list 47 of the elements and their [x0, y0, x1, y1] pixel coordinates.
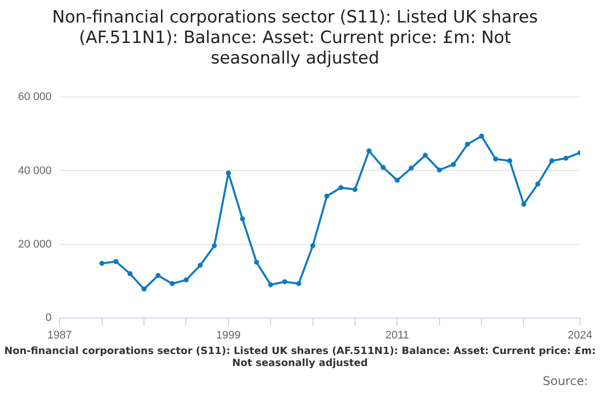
point — [254, 260, 260, 265]
text: Non-financial corporations sector (S11): Listed UK shares — [52, 8, 538, 28]
y-tick-label: 20 000 — [18, 238, 52, 250]
x-axis-title: Non-financial corporations sector (S11): Listed UK shares (AF.511N1): Balance: Asset: Current price: £m: Not seasonally adjusted — [3, 346, 597, 370]
source-note: Source: — [542, 374, 588, 388]
x-tick-label: 1999 — [216, 329, 241, 342]
point — [338, 185, 344, 190]
text: (AF.511N1): Balance: Asset: Current price: £m: Not — [79, 28, 511, 48]
text: seasonally adjusted — [210, 48, 380, 68]
point — [408, 166, 414, 171]
point — [113, 259, 118, 264]
point — [198, 262, 203, 268]
point — [170, 281, 175, 286]
point — [268, 282, 274, 288]
point — [493, 156, 498, 162]
point — [226, 170, 231, 176]
point — [450, 162, 456, 167]
point — [142, 286, 147, 292]
point — [184, 277, 189, 282]
x-tick-label: 2011 — [385, 329, 409, 342]
point — [549, 158, 554, 164]
point — [296, 281, 302, 286]
point — [563, 156, 568, 161]
point — [310, 243, 316, 248]
point — [366, 148, 372, 154]
point — [535, 181, 540, 186]
point — [156, 273, 161, 278]
y-tick-label: 0 — [46, 312, 52, 324]
point — [99, 260, 104, 266]
point — [352, 186, 358, 192]
y-tick-label: 40 000 — [18, 164, 52, 177]
point — [282, 279, 288, 284]
point — [380, 164, 386, 170]
point — [240, 216, 245, 222]
point — [436, 168, 442, 172]
point — [422, 152, 428, 158]
point — [507, 158, 512, 164]
point — [212, 243, 217, 248]
point — [324, 194, 330, 199]
point — [521, 202, 526, 207]
point — [394, 178, 400, 183]
point — [479, 134, 484, 139]
x-tick-label: 1987 — [47, 329, 72, 342]
y-tick-label: 60 000 — [18, 91, 52, 104]
point — [464, 142, 470, 147]
x-tick-label: 2024 — [568, 329, 592, 342]
point — [127, 271, 132, 276]
